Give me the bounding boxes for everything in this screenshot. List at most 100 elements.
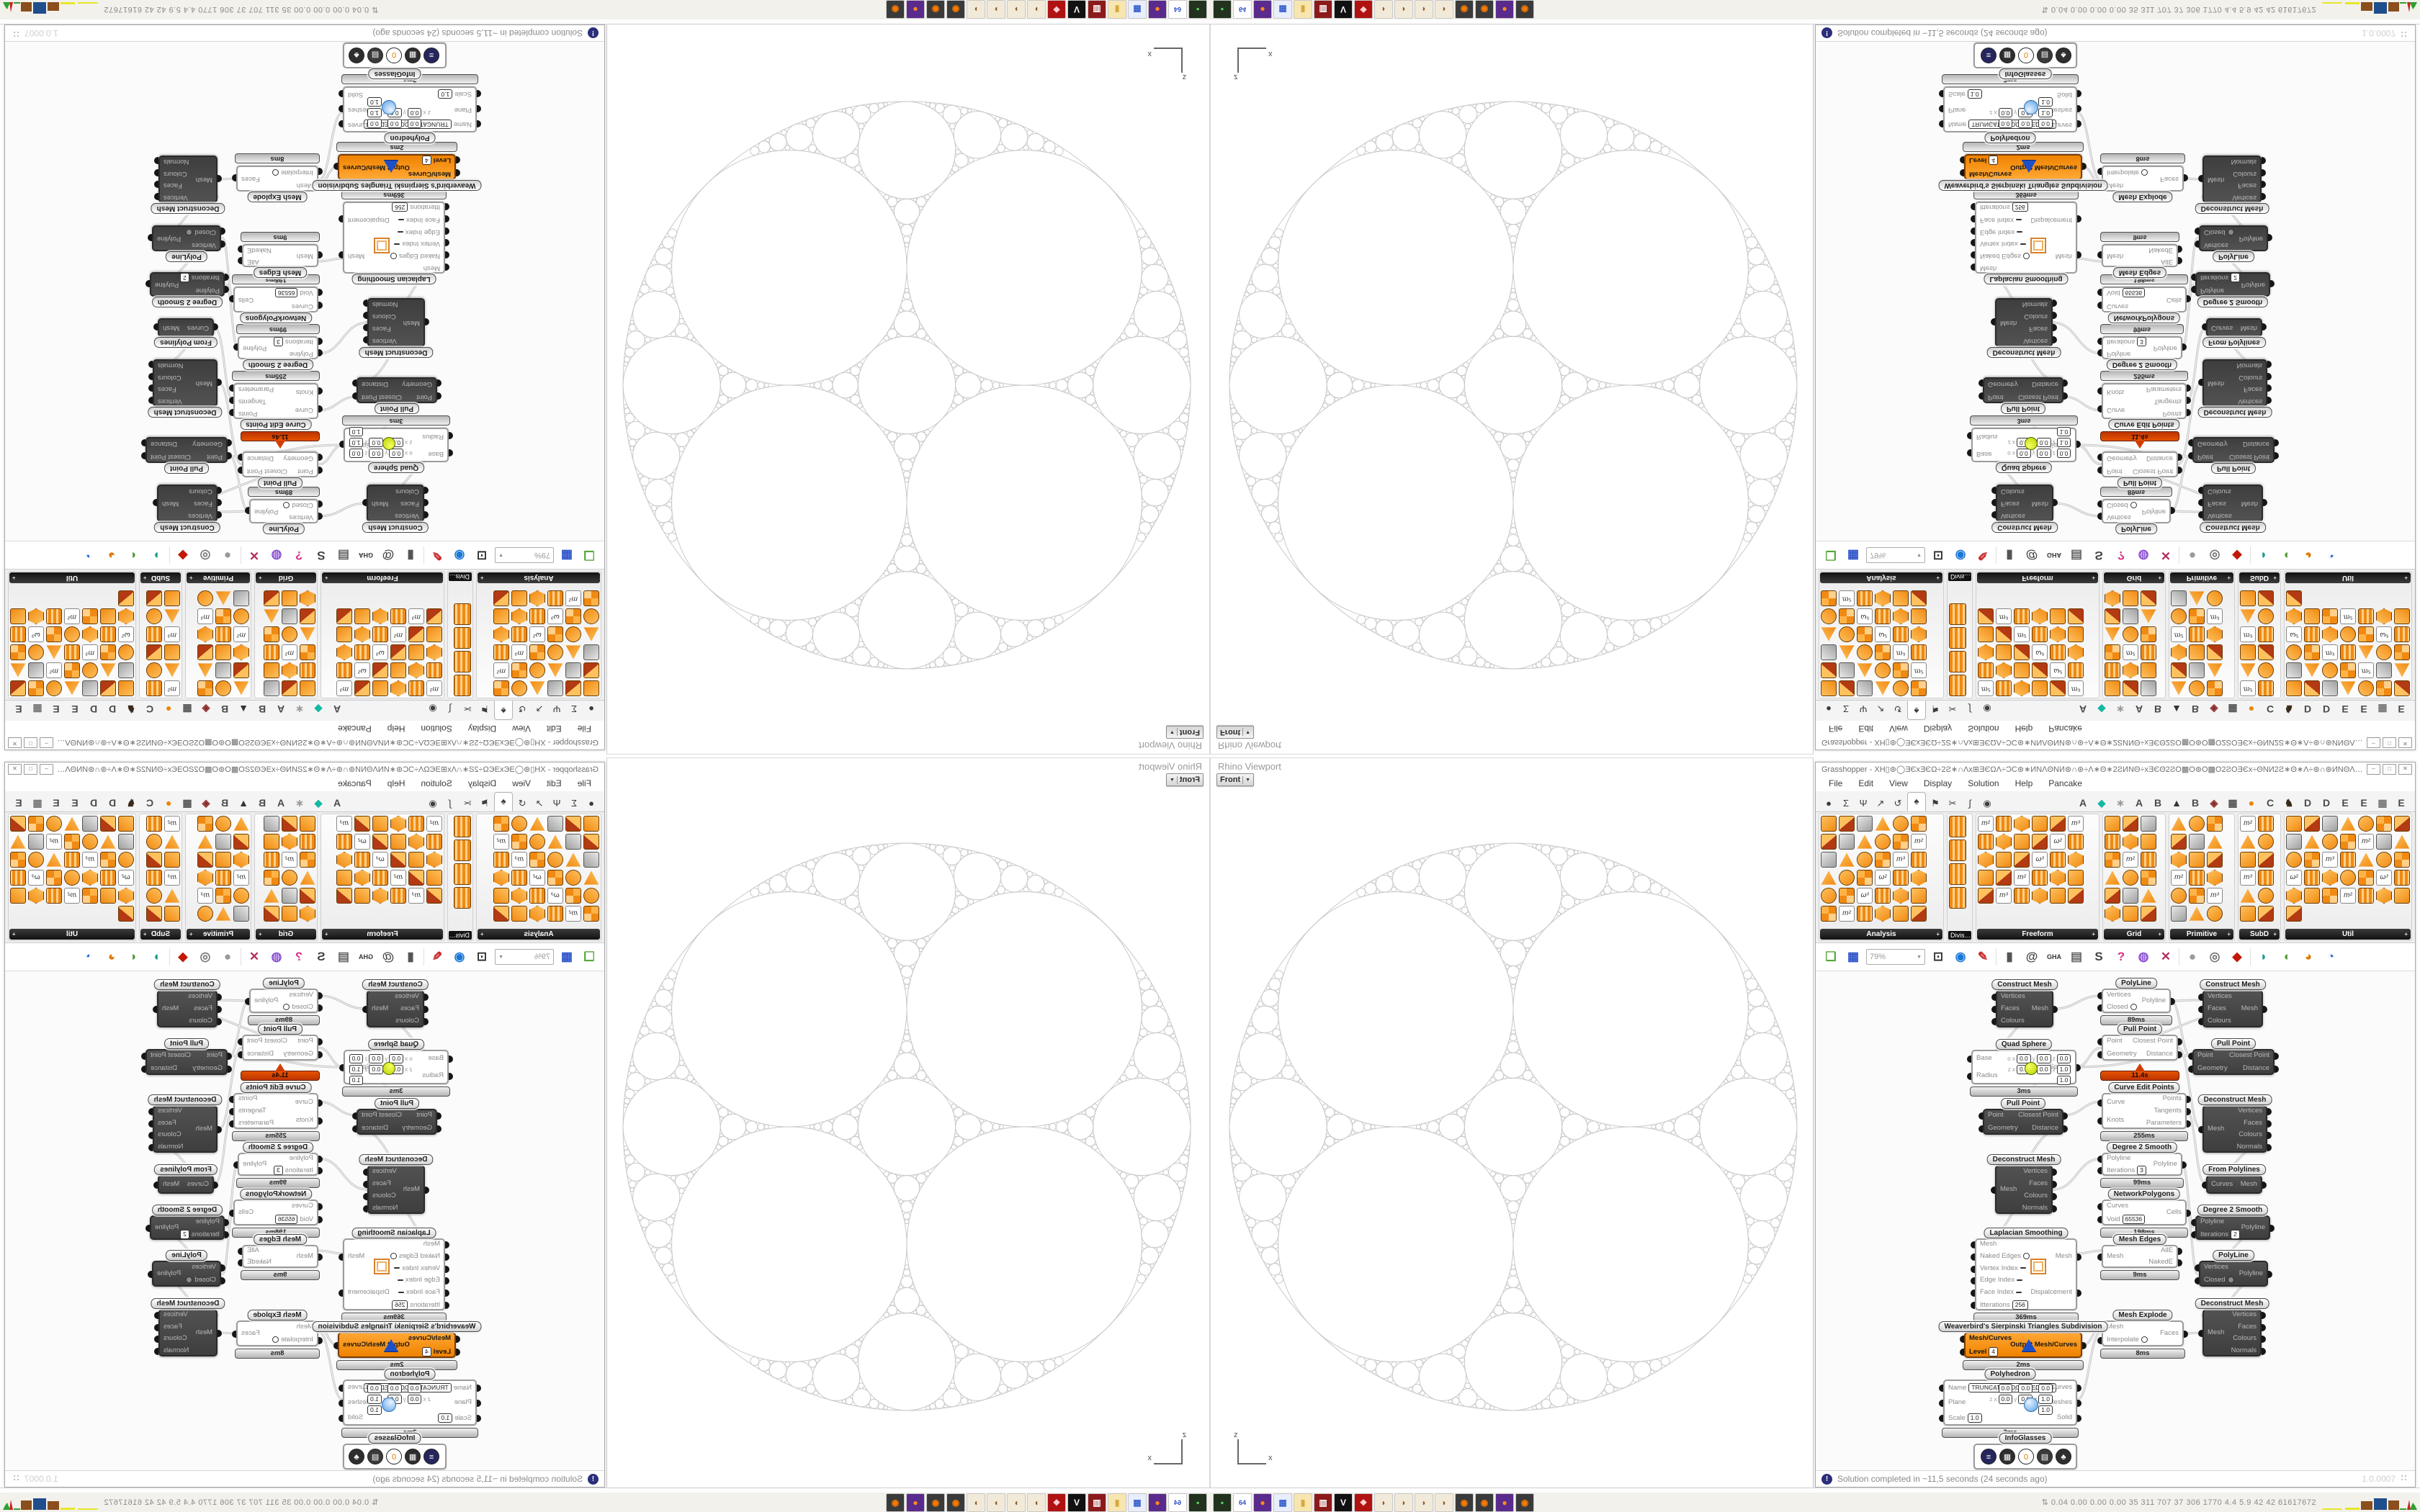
value-box[interactable]: 65536 bbox=[2122, 288, 2146, 297]
taskbar-app-cards[interactable]: ❖ bbox=[1354, 1493, 1373, 1512]
node-label-capsule[interactable]: Pull Point bbox=[2000, 1098, 2046, 1109]
input-port[interactable] bbox=[2198, 499, 2202, 506]
infoglasses-icon[interactable]: ≡ bbox=[424, 1449, 439, 1464]
component-icon[interactable] bbox=[1839, 644, 1855, 660]
panel-caption[interactable]: Divis… bbox=[449, 931, 472, 940]
menu-item-file[interactable]: File bbox=[577, 778, 591, 788]
output-port[interactable] bbox=[148, 372, 153, 380]
taskbar-app-firefox-2[interactable]: ● bbox=[1495, 0, 1514, 19]
component-icon[interactable] bbox=[282, 888, 297, 904]
bulb-button[interactable]: ◍ bbox=[2138, 549, 2149, 562]
resize-grip[interactable] bbox=[11, 29, 19, 37]
component-icon[interactable]: ω³ bbox=[372, 644, 388, 660]
component-icon[interactable] bbox=[390, 816, 406, 832]
plugin-tab[interactable]: ▲ bbox=[238, 797, 248, 809]
component-icon[interactable] bbox=[2032, 834, 2048, 850]
input-port[interactable] bbox=[2191, 1218, 2195, 1226]
component-icon[interactable] bbox=[2240, 608, 2256, 624]
plugin-tab[interactable]: ● bbox=[2248, 797, 2255, 809]
menu-item-help[interactable]: Help bbox=[387, 724, 405, 734]
menu-item-pancake[interactable]: Pancake bbox=[2048, 724, 2082, 734]
component-icon[interactable] bbox=[197, 590, 213, 606]
component-icon[interactable] bbox=[529, 816, 545, 832]
component-icon[interactable]: ω³ bbox=[1857, 888, 1873, 904]
value-box[interactable]: 4 bbox=[1989, 1347, 1999, 1356]
gh-node-mexplode-b[interactable]: Mesh Interpolate Faces bbox=[232, 1320, 323, 1346]
value-box[interactable]: 0.0 bbox=[1998, 119, 2013, 128]
component-icon[interactable] bbox=[215, 680, 231, 696]
plugin-tab[interactable]: ▦ bbox=[182, 703, 192, 715]
gh-node-medges-b[interactable]: Mesh AllE NakedE bbox=[238, 244, 323, 267]
plugin-tab[interactable]: A bbox=[2135, 703, 2143, 715]
output-port[interactable] bbox=[2187, 1108, 2191, 1115]
output-port[interactable] bbox=[2178, 1259, 2182, 1266]
new-file-button[interactable]: ❑ bbox=[1825, 549, 1837, 562]
component-icon[interactable]: m² bbox=[2340, 608, 2356, 624]
component-icon[interactable] bbox=[493, 608, 509, 624]
value-box[interactable]: 4 bbox=[421, 156, 431, 165]
node-label-capsule[interactable]: From Polylines bbox=[2202, 337, 2266, 348]
plugin-tab[interactable]: E bbox=[2360, 797, 2367, 809]
output-port[interactable] bbox=[352, 379, 357, 387]
input-port[interactable] bbox=[2097, 1004, 2102, 1012]
component-icon[interactable] bbox=[426, 626, 442, 642]
gh-node-cep-b[interactable]: Curve Knots Points Tangents Parameters bbox=[2097, 383, 2191, 419]
component-icon[interactable] bbox=[1893, 590, 1909, 606]
node-label-capsule[interactable]: Deconstruct Mesh bbox=[1986, 347, 2061, 358]
component-icon[interactable] bbox=[300, 662, 315, 678]
component-icon[interactable]: ω³ bbox=[2376, 870, 2392, 886]
output-port[interactable] bbox=[339, 251, 343, 258]
component-icon[interactable] bbox=[2322, 626, 2338, 642]
component-icon[interactable] bbox=[146, 680, 162, 696]
gha-button[interactable]: GHA bbox=[359, 552, 373, 559]
component-icon[interactable]: ω² bbox=[2050, 662, 2066, 678]
component-icon[interactable] bbox=[1978, 852, 1994, 868]
component-icon[interactable] bbox=[454, 651, 471, 672]
component-icon[interactable] bbox=[233, 906, 249, 922]
plugin-tab[interactable]: B bbox=[220, 703, 229, 715]
gem-orange-button[interactable]: ◕ bbox=[2304, 549, 2313, 562]
plugin-tab[interactable]: B bbox=[258, 797, 266, 809]
value-box[interactable]: 0.0 bbox=[2056, 449, 2071, 458]
component-icon[interactable] bbox=[197, 852, 213, 868]
component-icon[interactable] bbox=[264, 608, 279, 624]
panel-caption[interactable]: Primitive + bbox=[187, 929, 250, 940]
component-icon[interactable] bbox=[1911, 590, 1927, 606]
finder-button[interactable]: S bbox=[2094, 549, 2103, 562]
component-icon[interactable] bbox=[2304, 680, 2320, 696]
plugin-tab[interactable]: E bbox=[15, 797, 22, 809]
gh-node-quad-sphere[interactable]: BaseRadiusSphereo x0.0y0.0z0.0z x0.0y0.0… bbox=[339, 427, 453, 462]
output-port[interactable] bbox=[2184, 1331, 2188, 1338]
node-label-capsule[interactable]: Curve Edit Points bbox=[2108, 419, 2180, 430]
component-icon[interactable] bbox=[2358, 888, 2374, 904]
component-icon[interactable] bbox=[2141, 590, 2156, 606]
output-port[interactable] bbox=[229, 295, 233, 302]
component-icon[interactable] bbox=[336, 834, 352, 850]
component-icon[interactable] bbox=[2105, 608, 2120, 624]
component-icon[interactable] bbox=[2258, 816, 2274, 832]
component-icon[interactable]: m³ bbox=[2068, 680, 2084, 696]
plugin-tab[interactable]: ▦ bbox=[2228, 797, 2238, 809]
value-box[interactable]: 3 bbox=[2137, 337, 2146, 346]
component-icon[interactable] bbox=[354, 644, 370, 660]
component-icon[interactable] bbox=[583, 816, 599, 832]
taskbar-app-paint-3[interactable]: ◗ bbox=[1415, 0, 1433, 19]
component-icon[interactable] bbox=[454, 840, 471, 861]
node-label-capsule[interactable]: Weaverbird's Sierpinski Triangles Subdiv… bbox=[1938, 1321, 2108, 1332]
component-icon[interactable]: m³ bbox=[82, 644, 98, 660]
taskbar-app-vector-app[interactable]: V bbox=[1334, 0, 1353, 19]
component-icon[interactable] bbox=[493, 644, 509, 660]
gh-node-dm-c2[interactable]: Mesh Vertices Faces Colours Normals bbox=[2198, 156, 2266, 203]
menu-item-display[interactable]: Display bbox=[1923, 778, 1953, 788]
component-icon[interactable] bbox=[146, 816, 162, 832]
output-port[interactable] bbox=[229, 384, 233, 392]
node-label-capsule[interactable]: Degree 2 Smooth bbox=[242, 359, 314, 370]
plugin-tab[interactable]: ▦ bbox=[32, 797, 42, 809]
component-icon[interactable]: m³ bbox=[82, 852, 98, 868]
taskbar-app-paint-1[interactable]: ◗ bbox=[1374, 0, 1393, 19]
component-icon[interactable] bbox=[197, 680, 213, 696]
component-icon[interactable] bbox=[1821, 662, 1837, 678]
component-icon[interactable]: m² bbox=[2358, 834, 2374, 850]
gh-node-d2s-b[interactable]: Polyline Iterations 3 Polyline bbox=[2097, 1153, 2187, 1176]
output-port[interactable] bbox=[2053, 1205, 2057, 1212]
